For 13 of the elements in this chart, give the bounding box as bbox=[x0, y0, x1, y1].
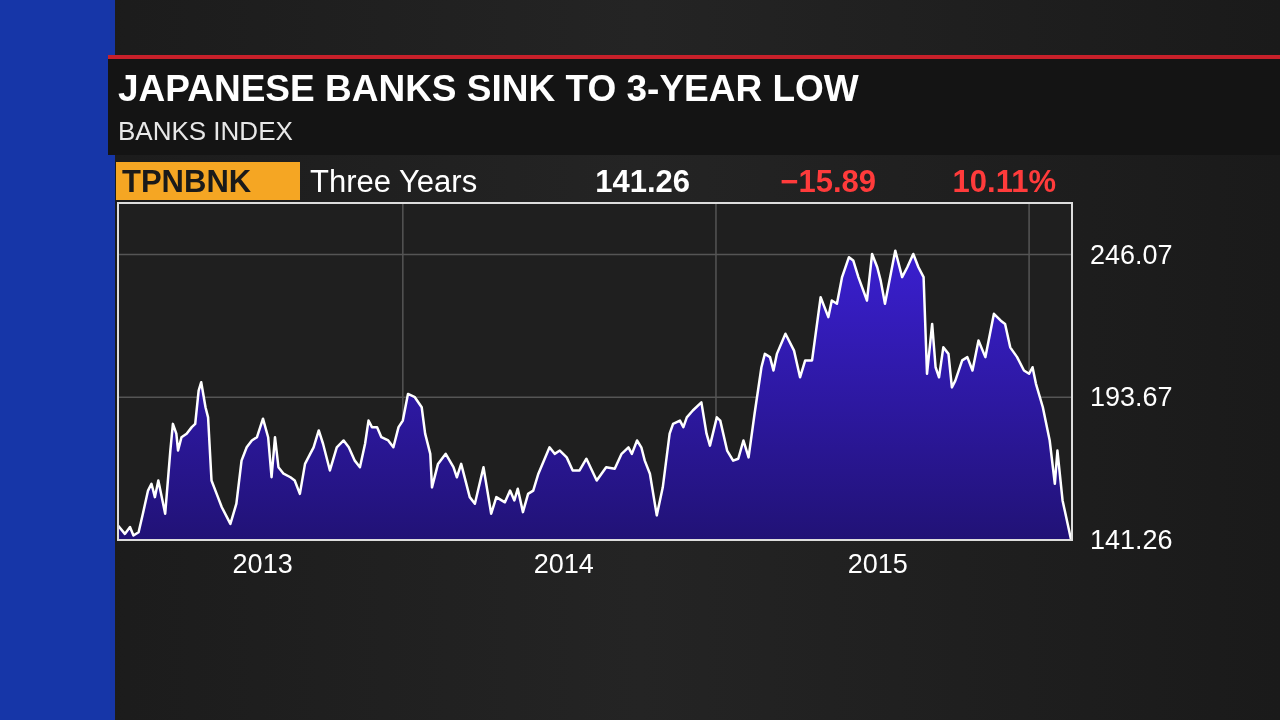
x-tick-label: 2014 bbox=[533, 549, 594, 580]
text: TPNBNK bbox=[122, 164, 252, 199]
text: 141.26 bbox=[595, 164, 690, 199]
chart-subtitle: BANKS INDEX bbox=[118, 116, 293, 146]
text: Three Years bbox=[310, 164, 478, 199]
y-tick-label: 246.07 bbox=[1090, 239, 1173, 270]
x-tick-label: 2015 bbox=[847, 549, 908, 580]
y-tick-label: 141.26 bbox=[1090, 525, 1173, 556]
y-tick-label: 193.67 bbox=[1090, 382, 1173, 413]
text: 10.11% bbox=[952, 164, 1056, 199]
chart-title: JAPANESE BANKS SINK TO 3-YEAR LOW bbox=[118, 68, 859, 109]
text: −15.89 bbox=[780, 164, 876, 199]
x-tick-label: 2013 bbox=[232, 549, 293, 580]
